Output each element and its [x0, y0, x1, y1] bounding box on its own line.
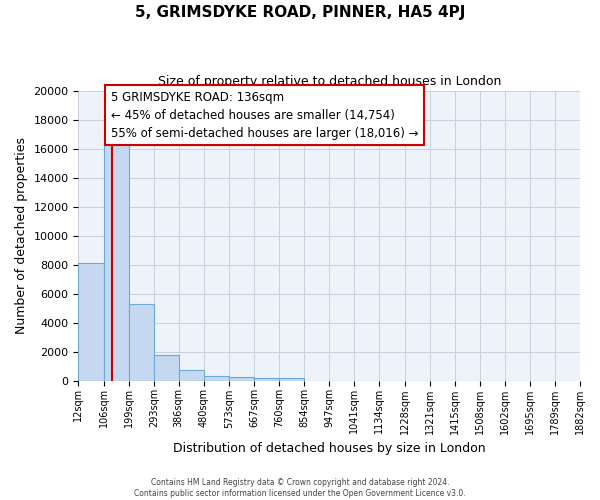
Bar — [104, 140, 128, 380]
X-axis label: Distribution of detached houses by size in London: Distribution of detached houses by size … — [173, 442, 485, 455]
Y-axis label: Number of detached properties: Number of detached properties — [15, 137, 28, 334]
Text: 5 GRIMSDYKE ROAD: 136sqm
← 45% of detached houses are smaller (14,754)
55% of se: 5 GRIMSDYKE ROAD: 136sqm ← 45% of detach… — [111, 90, 419, 140]
Bar — [179, 370, 204, 380]
Text: Contains HM Land Registry data © Crown copyright and database right 2024.
Contai: Contains HM Land Registry data © Crown c… — [134, 478, 466, 498]
Bar — [229, 377, 254, 380]
Bar — [254, 378, 279, 380]
Bar — [79, 263, 104, 380]
Bar — [204, 376, 229, 380]
Text: 5, GRIMSDYKE ROAD, PINNER, HA5 4PJ: 5, GRIMSDYKE ROAD, PINNER, HA5 4PJ — [135, 5, 465, 20]
Bar — [154, 355, 179, 380]
Title: Size of property relative to detached houses in London: Size of property relative to detached ho… — [158, 75, 501, 88]
Bar — [279, 378, 304, 380]
Bar — [128, 304, 154, 380]
